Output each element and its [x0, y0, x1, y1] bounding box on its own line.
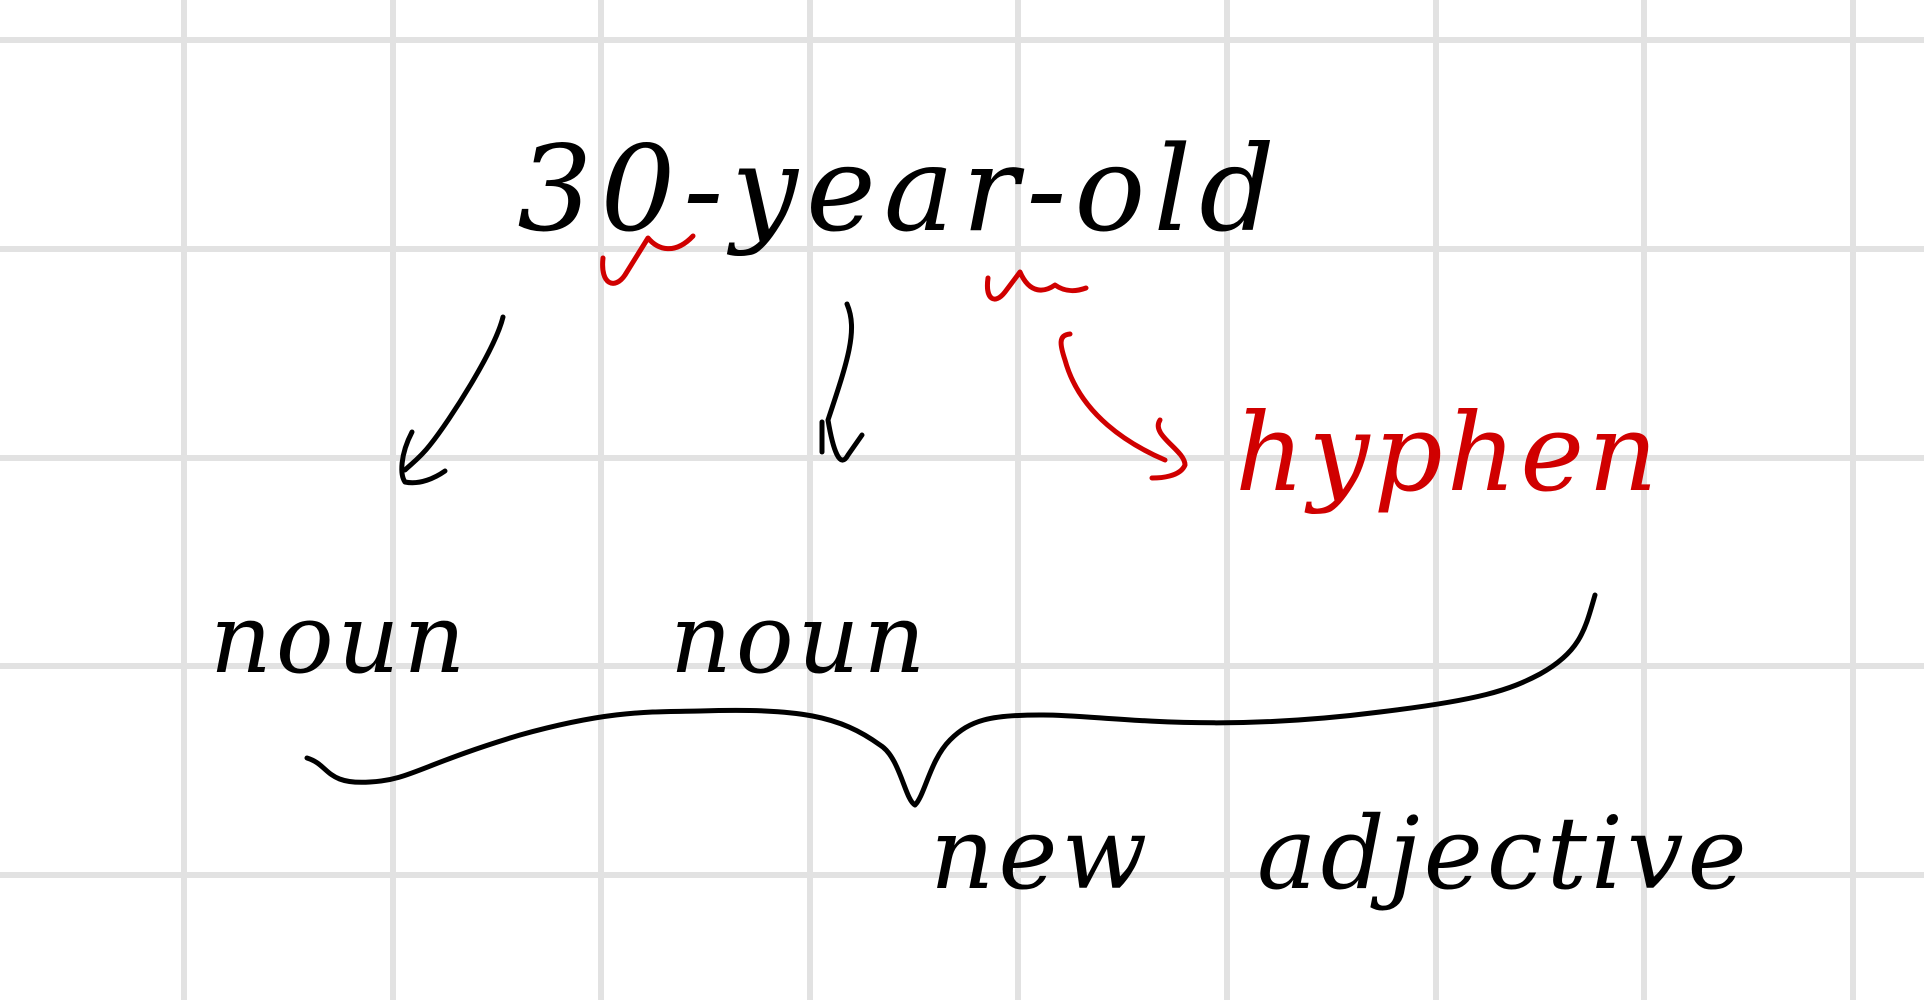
- hyphen-squiggle: [600, 233, 696, 286]
- arrow: [825, 301, 865, 463]
- arrowhead: [1149, 417, 1188, 481]
- hyphen-squiggle: [984, 269, 1089, 302]
- arrow: [402, 314, 506, 473]
- hyphen-label: hyphen: [1235, 391, 1662, 516]
- arrow: [1058, 331, 1168, 463]
- arrowhead: [399, 429, 448, 486]
- brace: [304, 592, 1598, 808]
- part-label: noun: [210, 583, 469, 695]
- part-label: noun: [670, 583, 929, 695]
- phrase: 30-year-old: [517, 120, 1282, 258]
- result-label: new adjective: [930, 795, 1751, 912]
